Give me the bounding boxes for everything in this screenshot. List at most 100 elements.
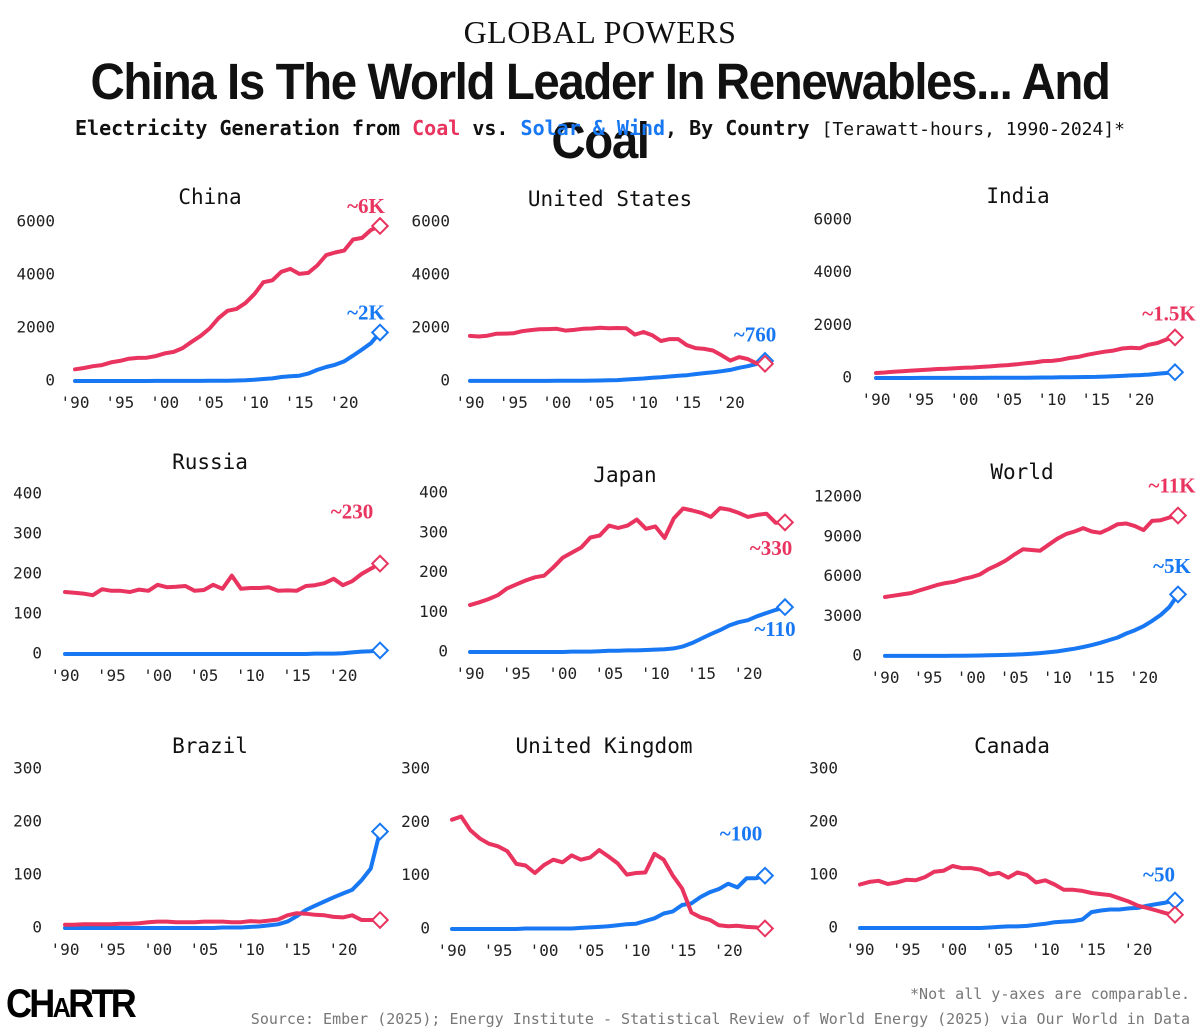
x-tick-label: '05	[190, 940, 219, 959]
solar-wind-series-line	[63, 829, 382, 930]
y-tick-label: 12000	[814, 487, 862, 506]
source-note: Source: Ember (2025); Energy Institute -…	[250, 1010, 1190, 1028]
coal-series-line	[468, 506, 787, 608]
x-tick-label: '15	[687, 664, 716, 683]
solar-wind-value-label: ~760	[734, 323, 776, 347]
coal-series-line	[858, 864, 1177, 917]
coal-endpoint-marker	[755, 919, 775, 938]
chart-panel: Canada 0 100 200 300 '90 '95 '00 '05 '10 '15 '20 ~50	[809, 734, 1185, 959]
solar-wind-value-label: ~2K	[347, 300, 385, 324]
x-tick-label: '10	[1043, 668, 1072, 687]
kicker: GLOBAL POWERS	[463, 14, 737, 50]
x-tick-label: '00	[949, 390, 978, 409]
subtitle-lead: Electricity Generation from	[74, 116, 413, 140]
x-tick-label: '05	[190, 666, 219, 685]
x-tick-label: '90	[61, 393, 90, 412]
subtitle-coal: Coal	[412, 116, 461, 140]
subtitle-units: [Terawatt-hours, 1990-2024]*	[821, 119, 1126, 140]
y-tick-label: 3000	[823, 606, 862, 625]
y-tick-label: 0	[852, 646, 862, 665]
chart-panel: Japan 0 100 200 300 400 '90 '95 '00 '05 '10 '15 '20 ~…	[419, 463, 796, 683]
coal-value-label: ~330	[750, 536, 792, 560]
x-tick-label: '10	[622, 941, 651, 960]
x-tick-label: '20	[1123, 940, 1152, 959]
chart-panel: India 0 2000 4000 6000 '90 '95 '00 '05 '10 '15 '20 ~…	[813, 184, 1196, 409]
coal-series-line	[450, 814, 767, 931]
chart-title: Russia	[172, 450, 248, 474]
coal-endpoint-marker	[1165, 905, 1185, 924]
y-tick-label: 4000	[411, 265, 450, 284]
y-tick-label: 100	[809, 865, 838, 884]
x-tick-label: '05	[595, 664, 624, 683]
y-tick-label: 200	[419, 562, 448, 581]
subtitle-vs: vs.	[460, 116, 521, 140]
solar-wind-endpoint-marker	[755, 866, 775, 885]
page-title: China Is The World Leader In Renewables.…	[90, 53, 1110, 169]
solar-wind-endpoint-marker	[370, 641, 390, 660]
x-tick-label: '05	[195, 393, 224, 412]
logo-text-ch: CH	[6, 982, 55, 1026]
logo-text-rtr: RTR	[68, 982, 137, 1026]
subtitle: Electricity Generation from Coal vs. Sol…	[0, 116, 1200, 140]
coal-endpoint-marker	[1168, 506, 1188, 525]
coal-series-line	[63, 911, 382, 927]
coal-value-label: ~6K	[347, 194, 385, 218]
coal-endpoint-marker	[755, 354, 775, 373]
x-tick-label: '15	[282, 940, 311, 959]
footnote: *Not all y-axes are comparable.	[910, 985, 1190, 1003]
x-tick-label: '10	[236, 666, 265, 685]
chart-panel: United States 0 2000 4000 6000 '90 '95 '00 '05 '1…	[411, 187, 776, 412]
y-tick-label: 400	[13, 484, 42, 503]
chartr-logo: CHARTR	[6, 982, 137, 1027]
x-tick-label: '15	[668, 941, 697, 960]
x-tick-label: '15	[285, 393, 314, 412]
coal-endpoint-marker	[370, 216, 390, 236]
solar-wind-series-line	[874, 370, 1177, 380]
y-tick-label: 200	[13, 812, 42, 831]
chart-title: United States	[528, 187, 692, 211]
y-tick-label: 6000	[16, 212, 55, 231]
y-tick-label: 100	[13, 865, 42, 884]
chart-panel: World 0 3000 6000 9000 12000 '90 '95 '00 '05 '10 '1…	[814, 460, 1196, 687]
solar-wind-value-label: ~50	[1143, 862, 1175, 886]
x-tick-label: '10	[1031, 940, 1060, 959]
x-tick-label: '20	[716, 393, 745, 412]
solar-wind-series-line	[468, 605, 787, 654]
y-tick-label: 0	[842, 368, 852, 387]
x-tick-label: '20	[1129, 668, 1158, 687]
subtitle-by-country: , By Country	[665, 116, 822, 140]
chart-panel: Russia 0 100 200 300 400 '90 '95 '00 '05 '10 '15 '20…	[13, 450, 390, 685]
x-tick-label: '20	[330, 393, 359, 412]
x-tick-label: '90	[51, 940, 80, 959]
x-tick-label: '95	[97, 940, 126, 959]
x-tick-label: '95	[502, 664, 531, 683]
y-tick-label: 2000	[16, 318, 55, 337]
y-tick-label: 0	[828, 918, 838, 937]
coal-series-line	[63, 561, 382, 598]
solar-wind-endpoint-marker	[370, 323, 390, 342]
y-tick-label: 200	[13, 564, 42, 583]
y-tick-label: 100	[401, 865, 430, 884]
chart-title: China	[178, 185, 241, 209]
y-tick-label: 100	[13, 604, 42, 623]
solar-wind-series-line	[468, 358, 767, 383]
solar-wind-endpoint-marker	[1165, 891, 1185, 910]
solar-wind-series-line	[63, 648, 382, 656]
x-tick-label: '10	[629, 393, 658, 412]
x-tick-label: '15	[1077, 940, 1106, 959]
logo-text-a: A	[52, 992, 71, 1023]
solar-wind-endpoint-marker	[1165, 363, 1185, 382]
x-tick-label: '00	[150, 393, 179, 412]
y-tick-label: 300	[13, 759, 42, 778]
y-tick-label: 4000	[813, 262, 852, 281]
x-tick-label: '15	[1081, 390, 1110, 409]
coal-endpoint-marker	[1165, 328, 1185, 347]
chart-panel: China 0 2000 4000 6000 '90 '95 '00 '05 '10 '15 '20 ~…	[16, 185, 390, 412]
coal-value-label: ~11K	[1148, 473, 1196, 497]
solar-wind-value-label: ~5K	[1153, 554, 1191, 578]
y-tick-label: 0	[45, 371, 55, 390]
chart-title: Japan	[593, 463, 656, 487]
solar-wind-value-label: ~100	[720, 821, 762, 845]
x-tick-label: '05	[993, 390, 1022, 409]
